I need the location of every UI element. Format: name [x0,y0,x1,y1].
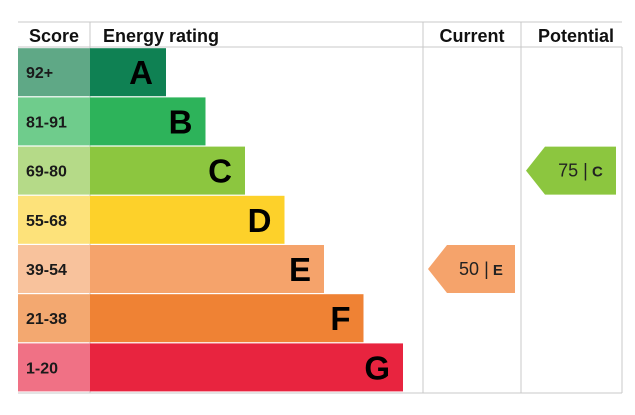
potential-header: Potential [538,26,614,46]
score-range-label: 69-80 [26,164,67,181]
score-cell [18,343,90,392]
rating-bands: 92+ A 81-91 B 69-80 C 55-68 D 39-54 E 21-38 F 1-20 G [18,48,403,392]
rating-letter: F [330,300,350,337]
score-cell [18,245,90,293]
rating-letter: E [289,251,311,288]
rating-bar-f [90,294,364,343]
rating-bar-c [90,146,245,195]
rating-bar-e [90,245,324,293]
rating-bar-g [90,343,403,392]
score-range-label: 1-20 [26,360,58,377]
rating-letter: B [169,103,193,140]
score-range-label: 92+ [26,65,53,82]
score-header: Score [29,26,79,46]
potential-rating-label: 75 | C [558,161,603,181]
rating-bar-a [90,48,166,97]
current-rating-label: 50 | E [459,259,503,279]
rating-letter: G [364,349,390,386]
score-range-label: 55-68 [26,213,67,230]
score-range-label: 81-91 [26,114,67,131]
current-rating-arrow [428,245,515,293]
score-cell [18,294,90,343]
rating-letter: D [248,202,272,239]
rating-letter: C [208,153,232,190]
score-cell [18,48,90,97]
score-range-label: 21-38 [26,311,67,328]
rating-bar-d [90,195,285,244]
potential-rating-arrow [526,146,616,195]
rating-bar-b [90,97,206,146]
energy-rating-header: Energy rating [103,26,219,46]
rating-markers: 50 | E 75 | C [428,146,616,293]
score-cell [18,146,90,195]
score-cell [18,97,90,146]
rating-letter: A [129,54,153,91]
score-range-label: 39-54 [26,262,67,279]
current-header: Current [439,26,504,46]
score-cell [18,195,90,244]
